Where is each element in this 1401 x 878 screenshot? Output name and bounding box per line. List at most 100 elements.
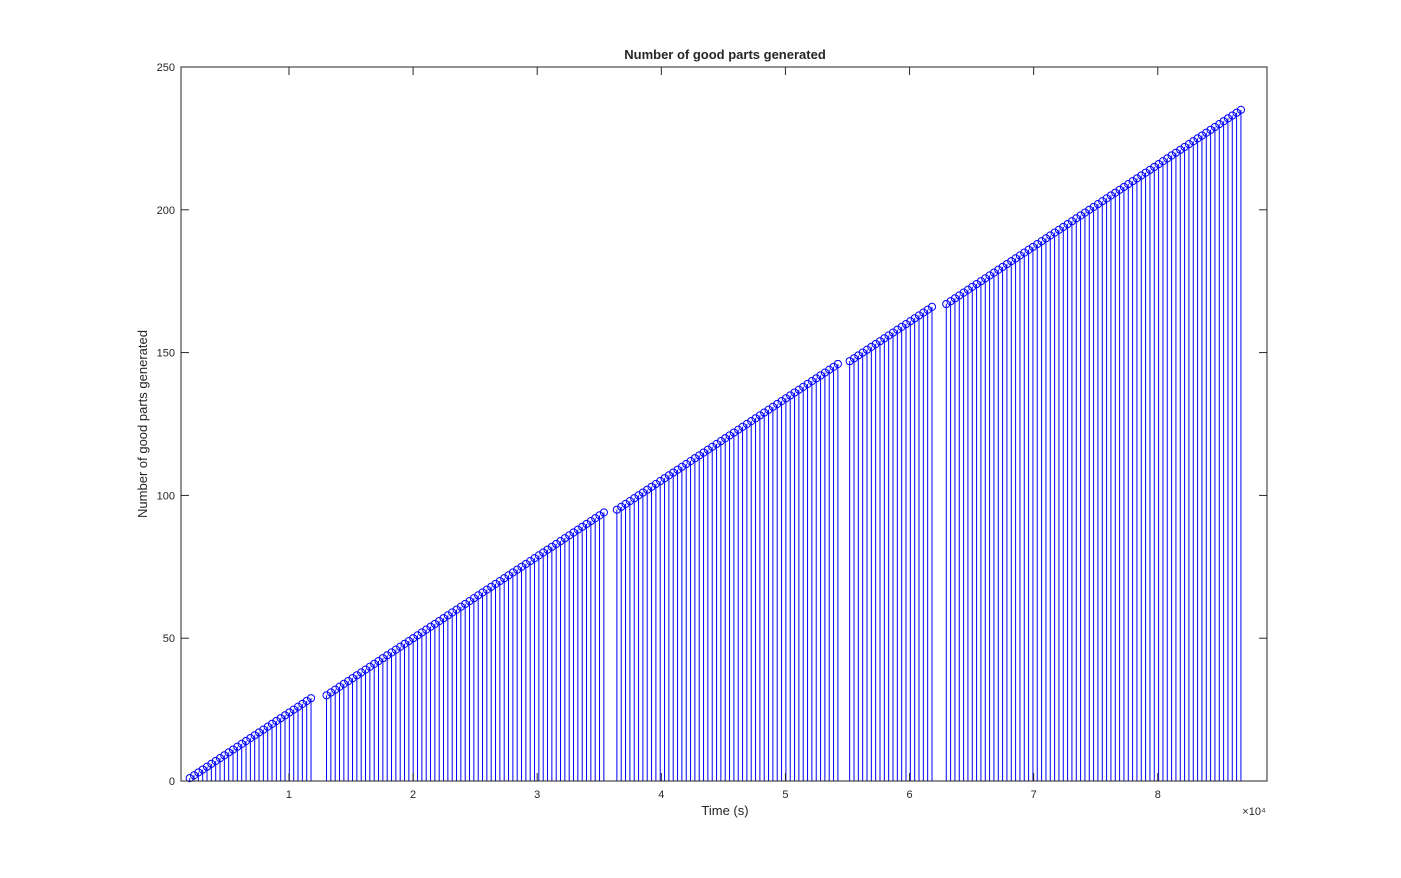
stem-marker <box>228 745 238 754</box>
stem-marker <box>508 568 517 577</box>
stem-marker <box>504 571 513 580</box>
stem-marker <box>370 659 379 669</box>
stem-marker <box>884 331 893 340</box>
stem-marker <box>452 605 461 614</box>
stem-marker <box>237 739 246 748</box>
stem-marker <box>1124 179 1133 189</box>
stem-marker <box>1176 145 1185 154</box>
stem-marker <box>409 634 418 643</box>
stem-marker <box>469 594 478 603</box>
stem-marker <box>677 462 686 471</box>
stem-marker <box>849 354 859 363</box>
stem-marker <box>833 359 842 369</box>
stem-marker <box>478 588 487 597</box>
stem-marker <box>829 362 838 371</box>
stem-marker <box>690 454 699 463</box>
stem-marker <box>651 479 660 489</box>
stem-marker <box>734 425 743 434</box>
stem-marker <box>474 591 483 600</box>
stem-marker <box>1007 257 1016 266</box>
stem-marker <box>927 302 937 312</box>
stem-marker <box>825 365 834 374</box>
stem-marker <box>263 722 272 731</box>
stem-marker <box>1050 228 1059 237</box>
stem-marker <box>1033 239 1042 249</box>
stem-marker <box>976 277 986 286</box>
stem-marker <box>1046 231 1055 240</box>
stem-marker <box>552 539 561 549</box>
stem-marker <box>1228 111 1237 120</box>
stem-marker <box>560 534 569 543</box>
stem-marker <box>302 696 311 706</box>
stem-marker <box>1085 205 1094 214</box>
stem-marker <box>1072 214 1081 223</box>
stem-marker <box>1059 222 1068 232</box>
stem-marker <box>482 585 491 594</box>
stem-marker <box>246 734 255 743</box>
stem-marker <box>985 271 994 280</box>
stem-marker <box>391 645 400 654</box>
stem-marker <box>348 674 357 683</box>
stem-marker <box>426 622 435 631</box>
stem-marker <box>1189 137 1198 146</box>
stem-marker <box>383 651 392 660</box>
stem-marker <box>331 685 340 694</box>
stem-marker <box>751 414 760 423</box>
y-tick-label: 150 <box>157 348 175 360</box>
stem-marker <box>378 654 387 663</box>
stem-marker <box>862 345 872 354</box>
stem-marker <box>942 299 951 309</box>
stem-marker <box>352 671 361 680</box>
stem-marker <box>1067 217 1077 226</box>
stem-marker <box>517 562 526 571</box>
stem-marker <box>721 434 730 443</box>
stem-marker <box>326 688 335 697</box>
stem-marker <box>1184 140 1194 149</box>
stem-marker <box>194 768 203 777</box>
stem-marker <box>1128 177 1137 186</box>
stem-marker <box>699 448 708 457</box>
stem-marker <box>773 399 782 409</box>
stem-marker <box>573 525 582 534</box>
stem-marker <box>1158 157 1168 166</box>
stem-marker <box>621 499 630 509</box>
stem-marker <box>526 556 535 566</box>
stem-marker <box>946 297 955 306</box>
stem-marker <box>682 459 691 469</box>
stem-marker <box>1089 202 1098 212</box>
stem-marker <box>963 285 973 294</box>
stem-marker <box>1020 248 1029 257</box>
stem-marker <box>1102 194 1111 203</box>
stem-marker <box>599 508 608 517</box>
stem-marker <box>1106 191 1116 200</box>
stem-marker <box>1015 251 1025 260</box>
stem-marker <box>1193 134 1202 143</box>
stem-marker <box>989 268 999 277</box>
stem-marker <box>959 288 968 297</box>
stem-marker <box>1119 182 1129 192</box>
stem-marker <box>981 274 990 283</box>
stem-marker <box>215 754 225 763</box>
stem-marker <box>803 379 812 389</box>
chart-title: Number of good parts generated <box>624 47 826 62</box>
stem-marker <box>1063 219 1072 229</box>
stem-marker <box>500 574 509 583</box>
stem-marker <box>901 319 911 329</box>
stem-marker <box>686 457 695 466</box>
stem-marker <box>812 374 821 383</box>
stem-marker <box>1137 171 1146 180</box>
stem-marker <box>893 325 902 334</box>
stem-marker <box>1111 188 1120 197</box>
stem-marker <box>914 311 924 320</box>
stem-marker <box>1236 105 1246 114</box>
stem-marker <box>254 728 264 737</box>
stem-marker <box>1163 154 1172 163</box>
stem-marker <box>1180 142 1189 152</box>
stem-marker <box>1037 237 1046 246</box>
stem-marker <box>339 679 348 688</box>
stem-marker <box>185 774 194 783</box>
stem-marker <box>547 542 556 551</box>
y-tick-label: 0 <box>169 776 175 788</box>
stem-marker <box>612 505 621 514</box>
